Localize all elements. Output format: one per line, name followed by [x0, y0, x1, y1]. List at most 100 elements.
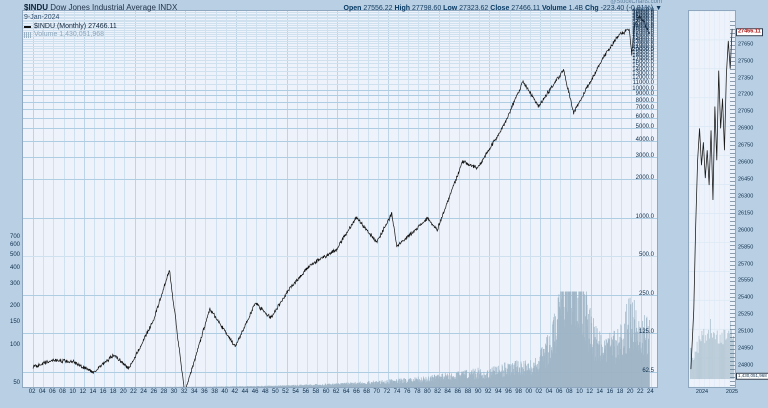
- price-series-svg: [32, 15, 650, 387]
- left-axis-tick-label: 700: [9, 233, 20, 240]
- x-axis-tick-label: 08: [59, 389, 66, 395]
- mini-volume-bar: [692, 359, 694, 380]
- gridline-vertical: [651, 11, 653, 387]
- y-axis-tick-label-minor: 39000.0: [632, 9, 654, 16]
- gridline-horizontal: [23, 63, 657, 65]
- gridline-vertical: [408, 11, 410, 387]
- left-axis-tick-label: 150: [9, 319, 20, 326]
- quote-bar: Open 27556.22 High 27798.60 Low 27323.62…: [344, 5, 663, 12]
- gridline-vertical: [580, 11, 582, 387]
- gridline-vertical: [114, 11, 116, 387]
- gridline-vertical: [306, 11, 308, 387]
- x-axis-tick-label: 20: [626, 389, 634, 395]
- x-axis-tick-label: 46: [251, 389, 259, 395]
- y-axis-tick-label: 4000.0: [635, 136, 654, 143]
- mini-axis-tick-label: 24800: [738, 362, 754, 369]
- gridline-vertical: [377, 11, 379, 387]
- gridline-vertical: [428, 11, 430, 387]
- mini-tick-ruler: [730, 21, 735, 387]
- mini-price-line: [690, 28, 733, 370]
- gridline-vertical: [124, 11, 126, 387]
- y-axis-tick-label-minor: 29000.0: [632, 26, 654, 33]
- gridline-vertical: [529, 11, 531, 387]
- x-axis-tick-label: 84: [444, 389, 452, 395]
- mini-volume-bar: [715, 334, 717, 380]
- gridline-horizontal: [23, 117, 657, 119]
- chart-date: 9-Jan-2024: [24, 13, 60, 21]
- mini-axis-tick-label: 27650: [738, 40, 754, 47]
- gridline-vertical: [509, 11, 511, 387]
- x-axis-tick-label: 44: [241, 389, 249, 395]
- mini-axis-tick-label: 27350: [738, 74, 754, 81]
- mini-volume-bar: [702, 335, 704, 380]
- mini-axis-tick-label: 25250: [738, 311, 754, 318]
- y-axis-tick-label-minor: 12000.0: [632, 75, 654, 82]
- x-axis-tick-label: 54: [292, 389, 300, 395]
- mini-axis-tick-label: 26900: [738, 125, 754, 132]
- x-axis-tick-label: 18: [616, 389, 624, 395]
- gridline-horizontal: [23, 15, 657, 17]
- y-axis-tick-label-minor: 22000.0: [632, 41, 654, 48]
- gridline-horizontal: [23, 19, 657, 21]
- x-axis-tick-label: 02: [535, 389, 543, 395]
- mini-volume-bar: [711, 333, 712, 380]
- mini-volume-bar: [699, 339, 701, 380]
- gridline-vertical: [43, 11, 45, 387]
- x-axis-tick-label: 56: [302, 389, 310, 395]
- mini-volume-bar: [703, 328, 705, 380]
- gridline-vertical: [621, 11, 622, 387]
- gridline-horizontal: [23, 24, 657, 26]
- gridline-horizontal: [23, 256, 657, 258]
- gridline-vertical: [418, 11, 420, 387]
- mini-volume-label: 1,430,051,968: [736, 372, 768, 380]
- mini-volume-bar: [723, 329, 725, 380]
- mini-axis-tick-label: 26300: [738, 193, 754, 200]
- gridline-vertical: [438, 11, 440, 387]
- y-axis-tick-label: 250.0: [638, 290, 654, 297]
- volume-value: 1.4B: [568, 5, 584, 12]
- mini-volume-bar: [718, 343, 720, 380]
- price-plot-area[interactable]: [22, 10, 658, 388]
- y-axis-tick-label-minor: 16000.0: [632, 59, 654, 66]
- gridline-vertical: [347, 11, 349, 387]
- gridline-vertical: [357, 11, 359, 387]
- bars-swatch-icon: [24, 32, 31, 39]
- gridline-vertical: [367, 11, 369, 387]
- x-axis-tick-label: 26: [150, 389, 158, 395]
- y-axis-tick-label-minor: 35000.0: [632, 15, 654, 22]
- gridline-horizontal: [23, 70, 657, 72]
- gridline-vertical: [550, 11, 551, 387]
- mini-plot-area[interactable]: [688, 10, 736, 388]
- mini-volume-bar: [716, 330, 718, 380]
- gridline-vertical: [73, 11, 75, 387]
- y-axis-tick-label-minor: 20000.0: [632, 46, 654, 53]
- gridline-horizontal: [23, 16, 657, 18]
- gridline-vertical: [33, 11, 35, 387]
- x-axis-tick-label: 62: [332, 389, 340, 395]
- mini-volume-bar: [722, 344, 724, 380]
- gridline-vertical: [600, 11, 602, 387]
- y-axis-tick-label: 1000.0: [635, 213, 654, 220]
- x-axis-tick-label: 80: [424, 389, 431, 395]
- mini-volume-bar: [694, 351, 696, 380]
- gridline-vertical: [327, 11, 329, 387]
- gridline-vertical: [469, 11, 470, 387]
- y-axis-tick-label-minor: 33000.0: [632, 19, 654, 26]
- gridline-horizontal: [23, 50, 657, 52]
- instrument-name: Dow Jones Industrial Average INDX: [50, 3, 178, 12]
- mini-gridlines: [689, 11, 735, 387]
- close-value: 27466.11: [511, 5, 540, 12]
- y-axis-tick-label-minor: 38000.0: [632, 11, 654, 18]
- gridline-vertical: [479, 11, 481, 387]
- x-axis-tick-label: 14: [89, 389, 97, 395]
- mini-x-axis-label: 2025: [725, 389, 739, 395]
- gridline-horizontal: [23, 21, 657, 23]
- legend-item-volume: Volume 1,430,051,968: [24, 31, 177, 39]
- x-axis-tick-label: 12: [79, 389, 87, 395]
- x-axis-tick-label: 10: [69, 389, 77, 395]
- mini-axis-tick-label: 26450: [738, 176, 754, 183]
- x-axis-years: 02 04 06 08 10 12 14 16 18 20 22 24 26 28 30 32 34 36 38 40…: [22, 389, 658, 407]
- y-axis-tick-label: 125.0: [638, 329, 654, 336]
- gridline-vertical: [286, 11, 288, 387]
